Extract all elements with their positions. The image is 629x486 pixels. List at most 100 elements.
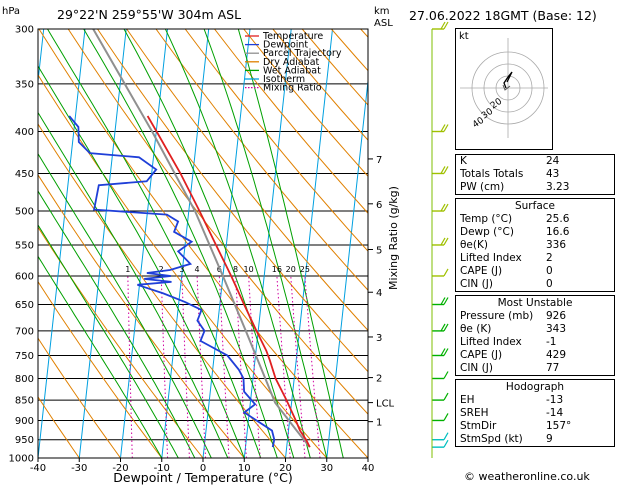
pressure-tick-label: 850 <box>15 396 34 407</box>
mixing-ratio-label: 4 <box>195 265 200 274</box>
wet-adiabat <box>47 29 262 458</box>
hodograph-plot: kt 40 30 20 <box>455 28 553 150</box>
legend-label: Parcel Trajectory <box>263 48 342 59</box>
chart-profiles <box>68 29 311 448</box>
wind-barb-flag <box>443 348 449 356</box>
km-tick-label: 7 <box>376 155 382 166</box>
info-tables: K 24 Totals Totals 43 PW (cm) 3.23 Surface … <box>455 154 615 450</box>
indices-row: K 24 <box>460 155 560 167</box>
hodograph-trace <box>503 71 513 89</box>
pressure-tick-label: 800 <box>15 374 34 385</box>
hodograph-row: StmSpd (kt) 9 <box>460 433 553 445</box>
mixing-ratio-line <box>196 275 206 458</box>
dry-adiabat <box>38 173 245 458</box>
wet-adiabat <box>38 111 229 458</box>
wet-adiabat <box>83 29 278 458</box>
dry-adiabat <box>38 73 328 458</box>
legend-label: Temperature <box>262 31 323 42</box>
mixing-ratio-line <box>181 275 190 458</box>
dry-adiabat <box>38 226 204 458</box>
hodograph-frame <box>455 28 553 150</box>
most-unstable-table: Most Unstable Pressure (mb) 926 θe (K) 343… <box>455 295 615 376</box>
km-tick-label: 4 <box>376 288 382 299</box>
wind-barb-flag <box>440 21 446 30</box>
hodograph-kt-label: kt <box>459 31 469 42</box>
hodograph-storm-motion <box>502 84 511 91</box>
wind-barb-flag <box>443 392 449 401</box>
dry-adiabat <box>243 29 368 177</box>
dry-adiabat <box>126 29 368 332</box>
most-unstable-row: Lifted Index -1 <box>460 336 557 348</box>
indices-table: K 24 Totals Totals 43 PW (cm) 3.23 <box>455 154 615 195</box>
pressure-tick-label: 750 <box>15 351 34 362</box>
pressure-tick-label: 1000 <box>9 454 34 465</box>
wind-barb-flag <box>440 166 446 174</box>
hodograph-row: EH -13 <box>460 394 564 406</box>
pressure-tick-label: 450 <box>15 169 34 180</box>
legend-label: Dry Adiabat <box>263 57 320 68</box>
x-axis-label: Dewpoint / Temperature (°C) <box>113 470 292 485</box>
wind-barb-flag <box>440 203 446 212</box>
parcel-trajectory <box>92 29 311 448</box>
dry-adiabat <box>38 337 121 458</box>
legend-label: Mixing Ratio <box>263 83 322 94</box>
pressure-tick-label: 900 <box>15 416 34 427</box>
wet-adiabat <box>123 29 295 458</box>
surface-row: CAPE (J) 0 <box>460 265 553 277</box>
hodograph-row: StmDir 157° <box>460 420 572 432</box>
mixing-ratio-label: 20 <box>286 265 296 274</box>
dewpoint-profile <box>68 115 276 448</box>
isotherm <box>243 29 292 458</box>
hodograph-table-title: Hodograph <box>505 381 565 393</box>
wind-barb-flag <box>443 297 449 305</box>
wind-barb-flag <box>443 371 449 379</box>
km-tick-label: 5 <box>376 245 382 256</box>
km-tick-label: 1 <box>376 418 382 429</box>
legend-label: Isotherm <box>263 74 305 85</box>
km-tick-label: 2 <box>376 374 382 385</box>
mixing-ratio-line <box>127 275 133 458</box>
asl-label: ASL <box>374 18 393 29</box>
x-tick-label: 40 <box>362 463 375 474</box>
hpa-label: hPa <box>2 6 20 17</box>
wet-adiabat <box>38 255 163 458</box>
mixing-ratio-line <box>160 275 169 458</box>
hodograph: kt 40 30 20 <box>455 28 553 150</box>
surface-title: Surface <box>514 200 555 212</box>
chart-axes: 3003504004505005506006507007508008509009… <box>9 25 395 475</box>
wind-barb-flag <box>443 413 449 421</box>
most-unstable-row: Pressure (mb) 926 <box>460 310 567 322</box>
mixing-ratio-label: 8 <box>233 265 238 274</box>
hodograph-row: SREH -14 <box>460 407 564 419</box>
surface-table: Surface Temp (°C) 25.6 Dewp (°C) 16.6 θe(K… <box>455 198 615 292</box>
indices-row: PW (cm) 3.23 <box>460 181 570 193</box>
x-tick-label: 10 <box>238 463 251 474</box>
indices-row: Totals Totals 43 <box>460 168 560 180</box>
mixing-ratio-line <box>276 275 291 458</box>
x-tick-label: 0 <box>200 463 206 474</box>
wet-adiabat <box>38 224 179 458</box>
most-unstable-row: θe (K) 343 <box>460 323 567 335</box>
mixing-ratio-line <box>248 275 261 458</box>
wind-barb-flag <box>443 21 449 30</box>
wind-barb-flag <box>440 348 446 356</box>
mixing-ratio-line <box>304 275 321 458</box>
chart-grid: 1 2 3 4 6 8 10 16 20 25 <box>38 29 368 458</box>
mixing-ratio-label: 2 <box>159 265 164 274</box>
x-tick-label: -20 <box>112 463 128 474</box>
wind-barb-flag <box>443 432 449 441</box>
mixing-ratio-label: 1 <box>125 265 130 274</box>
km-label: km <box>374 6 390 17</box>
legend-label: Dewpoint <box>263 40 308 51</box>
dry-adiabat <box>184 29 368 252</box>
dry-adiabat <box>155 29 368 291</box>
wet-adiabat <box>237 29 344 458</box>
mixing-ratio-label: 16 <box>272 265 282 274</box>
most-unstable-row: CAPE (J) 429 <box>460 349 567 361</box>
wind-barb-flag <box>443 237 449 246</box>
pressure-tick-label: 550 <box>15 240 34 251</box>
legend-label: Wet Adiabat <box>263 65 321 76</box>
dry-adiabat <box>38 123 286 458</box>
wind-barb-flag <box>443 124 449 132</box>
